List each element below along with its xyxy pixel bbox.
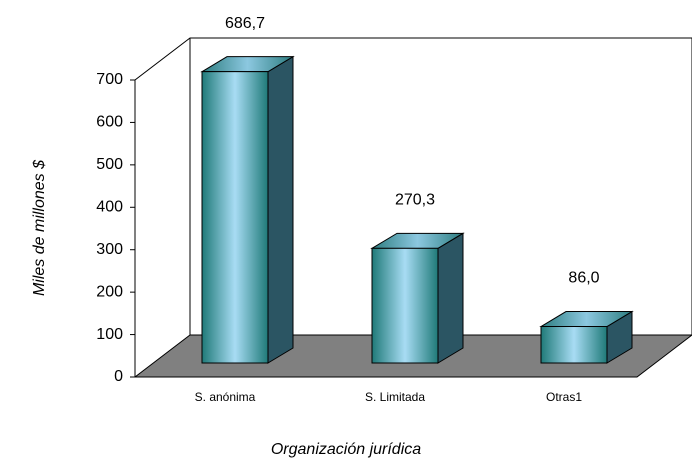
bar-front — [201, 71, 269, 364]
y-tick-label: 300 — [96, 241, 123, 258]
y-tick-label: 600 — [96, 114, 123, 131]
value-label: 686,7 — [225, 15, 265, 32]
y-tick-label: 0 — [114, 368, 123, 385]
x-axis-label: Organización jurídica — [271, 441, 421, 458]
bar-front — [540, 326, 608, 364]
y-tick-label: 100 — [96, 326, 123, 343]
x-tick-label: S. Limitada — [365, 390, 425, 404]
x-tick-label: Otras1 — [546, 390, 582, 404]
y-axis-label: Miles de millones $ — [31, 159, 48, 296]
bar-side — [437, 232, 464, 364]
y-tick-label: 500 — [96, 156, 123, 173]
bar-front — [371, 247, 439, 364]
bar — [370, 232, 465, 364]
bar-side — [267, 55, 294, 364]
value-label: 86,0 — [568, 270, 599, 287]
y-tick-label: 700 — [96, 71, 123, 88]
y-tick-label: 400 — [96, 199, 123, 216]
x-tick-label: S. anónima — [195, 390, 256, 404]
y-tick-label: 200 — [96, 283, 123, 300]
wall — [134, 37, 692, 377]
bar — [539, 310, 634, 364]
bar — [200, 55, 295, 364]
value-label: 270,3 — [395, 192, 435, 209]
